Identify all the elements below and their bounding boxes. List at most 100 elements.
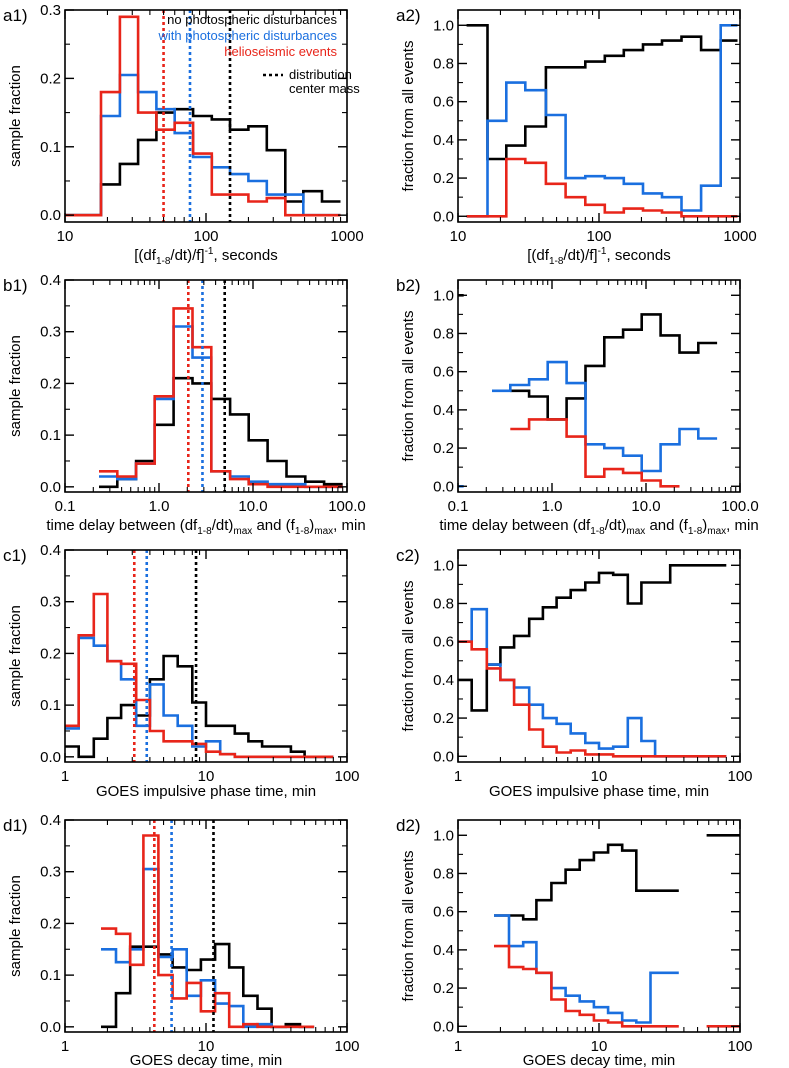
y-axis-label-b1: sample fraction [7, 335, 24, 437]
hist-d1-red-2 [101, 834, 315, 1029]
hist-d1-black-0 [101, 942, 315, 1029]
y-tick-label-d1-4: 0.4 [40, 812, 61, 829]
y-tick-label-a2-1: 0.2 [433, 170, 454, 187]
panel-label-b2: b2) [396, 276, 421, 295]
hist-a1-red-2 [65, 15, 341, 217]
y-tick-label-a2-4: 0.8 [433, 55, 454, 72]
y-tick-label-d2-5: 1.0 [433, 827, 454, 844]
y-tick-label-a1-1: 0.1 [40, 139, 61, 156]
y-tick-label-d2-4: 0.8 [433, 865, 454, 882]
y-axis-label-d2: fraction from all events [400, 851, 417, 1002]
y-tick-label-a1-2: 0.2 [40, 70, 61, 87]
hist-c2-red-2 [458, 640, 727, 758]
x-tick-label-a2-1: 100 [586, 228, 611, 245]
plot-area-b1 [99, 280, 343, 492]
x-tick-label-b2-2: 10.0 [631, 498, 660, 515]
y-tick-label-d1-0: 0.0 [40, 1019, 61, 1036]
panel-label-d1: d1) [3, 816, 28, 835]
hist-d2-red-2 [494, 944, 679, 1028]
x-axis-label-b2: time delay between (df1-8/dt)max and (f1… [439, 517, 758, 537]
y-tick-label-a2-2: 0.4 [433, 132, 454, 149]
x-tick-label-b1-3: 100.0 [328, 498, 366, 515]
y-tick-label-d1-3: 0.3 [40, 864, 61, 881]
x-tick-label-b1-1: 1.0 [149, 498, 170, 515]
hist-c1-red-2 [65, 592, 334, 759]
hist-a2-red-2 [466, 157, 738, 218]
x-tick-label-a1-2: 1000 [330, 228, 363, 245]
y-tick-label-d2-0: 0.0 [433, 1018, 454, 1035]
y-tick-label-b1-3: 0.3 [40, 324, 61, 341]
plot-area-a1 [65, 10, 341, 222]
plot-area-c1 [65, 550, 334, 762]
x-tick-label-d1-2: 100 [334, 1038, 359, 1055]
y-tick-label-a2-5: 1.0 [433, 17, 454, 34]
y-tick-label-b2-4: 0.8 [433, 325, 454, 342]
hist-a2-black-0 [466, 24, 738, 161]
x-axis-label-d2: GOES decay time, min [523, 1052, 676, 1068]
y-tick-label-c1-4: 0.4 [40, 542, 61, 559]
y-tick-label-b2-3: 0.6 [433, 364, 454, 381]
x-tick-label-b1-0: 0.1 [55, 498, 76, 515]
x-tick-label-d2-1: 10 [591, 1038, 608, 1055]
y-tick-label-a2-3: 0.6 [433, 94, 454, 111]
y-tick-label-a1-0: 0.0 [40, 207, 61, 224]
panel-label-c2: c2) [396, 546, 420, 565]
legend-label-red: helioseismic events [224, 44, 337, 59]
y-tick-label-b1-1: 0.1 [40, 427, 61, 444]
x-axis-label-c2: GOES impulsive phase time, min [489, 783, 709, 800]
y-tick-label-c2-1: 0.2 [433, 710, 454, 727]
y-tick-label-c1-0: 0.0 [40, 749, 61, 766]
hist-extra-b2-red-3 [510, 418, 680, 488]
x-tick-label-c2-2: 100 [727, 768, 752, 785]
panel-c1: 1 10 100 0.0 0.1 0.2 0.3 0.4 c1) sample fraction G… [3, 542, 360, 800]
panel-b1: 0.1 1.0 10.0 100.0 0.0 0.1 0.2 0.3 0.4 b1) sample … [3, 272, 366, 537]
x-axis-label-d1: GOES decay time, min [130, 1052, 283, 1068]
panel-a1: 10 100 1000 0.0 0.1 0.2 0.3 a1) sample fraction [… [3, 2, 364, 267]
plot-frame-a2 [457, 9, 741, 223]
panel-label-a2: a2) [396, 6, 421, 25]
legend-label-blue: with photospheric disturbances [158, 28, 338, 43]
hist-a1-black-0 [65, 107, 341, 217]
legend: no photospheric disturbances with photos… [158, 12, 361, 96]
x-tick-label-d2-0: 1 [454, 1038, 462, 1055]
hist-b1-red-2 [99, 307, 343, 489]
hist-c2-blue-1 [458, 607, 727, 758]
x-tick-label-d1-0: 1 [61, 1038, 69, 1055]
y-tick-label-c2-4: 0.8 [433, 595, 454, 612]
hist-c2-black-0 [458, 564, 727, 712]
x-tick-label-d1-1: 10 [198, 1038, 215, 1055]
x-tick-label-a1-0: 10 [57, 228, 74, 245]
hist-c1-black-0 [65, 654, 334, 759]
y-axis-label-a1: sample fraction [7, 65, 24, 167]
plot-area-a2 [466, 24, 738, 218]
x-axis-label-c1: GOES impulsive phase time, min [96, 783, 316, 800]
x-tick-label-b2-1: 1.0 [542, 498, 563, 515]
y-tick-label-c2-2: 0.4 [433, 672, 454, 689]
y-tick-label-b2-1: 0.2 [433, 440, 454, 457]
x-tick-label-d2-2: 100 [727, 1038, 752, 1055]
y-tick-label-a2-0: 0.0 [433, 208, 454, 225]
hist-d2-blue-1 [494, 914, 679, 1024]
hist-extra-b2-blue-2 [492, 360, 718, 473]
y-tick-label-b2-0: 0.0 [433, 478, 454, 495]
hist-a2-blue-1 [466, 24, 738, 218]
panel-a2: 10 100 1000 0.0 0.2 0.4 0.6 0.8 1.0 a2) fraction f… [396, 6, 757, 267]
y-tick-label-d1-1: 0.1 [40, 967, 61, 984]
x-tick-label-a2-0: 10 [450, 228, 467, 245]
x-tick-label-c2-0: 1 [454, 768, 462, 785]
panel-c2: 1 10 100 0.0 0.2 0.4 0.6 0.8 1.0 c2) fraction from… [396, 546, 753, 800]
y-axis-label-c2: fraction from all events [400, 581, 417, 732]
hist-b1-black-0 [99, 376, 343, 489]
x-tick-label-b1-2: 10.0 [238, 498, 267, 515]
plot-frame-b1 [64, 279, 348, 493]
panel-label-a1: a1) [3, 6, 28, 25]
plot-area-d1 [101, 820, 315, 1032]
y-tick-label-b1-2: 0.2 [40, 375, 61, 392]
y-axis-label-a2: fraction from all events [400, 41, 417, 192]
hist-a1-blue-1 [65, 73, 341, 217]
plot-area-d2 [494, 834, 740, 1028]
y-axis-label-b2: fraction from all events [400, 311, 417, 462]
x-axis-label-b1: time delay between (df1-8/dt)max and (f1… [46, 517, 365, 537]
panel-d1: 1 10 100 0.0 0.1 0.2 0.3 0.4 d1) sample fraction G… [3, 812, 360, 1068]
